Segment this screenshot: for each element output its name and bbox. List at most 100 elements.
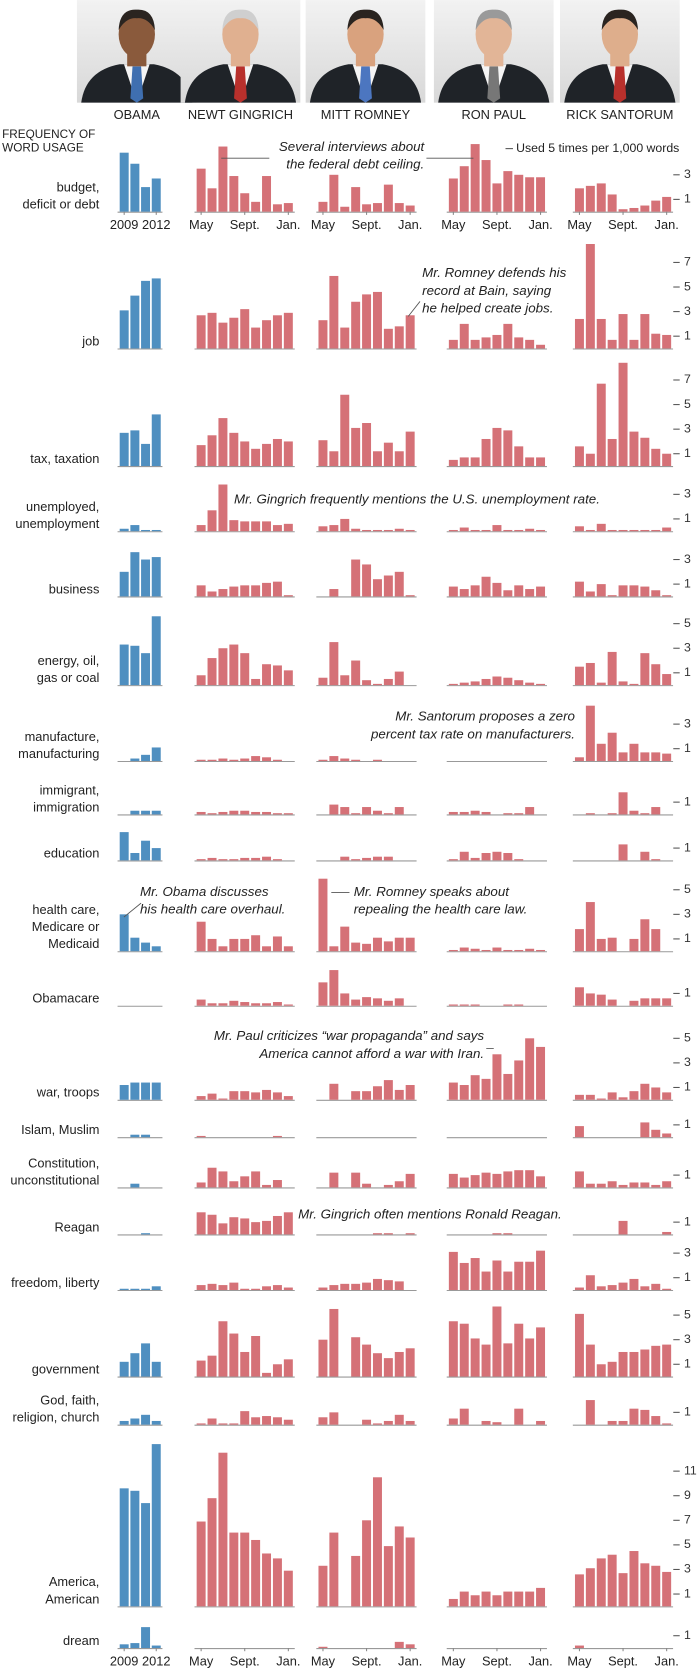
bar — [340, 758, 350, 761]
bar — [207, 813, 217, 815]
row-label: government — [32, 1362, 100, 1377]
bar — [251, 1171, 261, 1188]
bar — [151, 747, 161, 761]
bar — [151, 1645, 161, 1649]
bar — [119, 432, 129, 467]
bar — [394, 571, 404, 597]
bar — [141, 653, 151, 686]
bar — [251, 935, 261, 952]
bar — [251, 327, 261, 349]
bar — [272, 525, 282, 532]
y-tick-label: 5 — [684, 397, 691, 411]
annotation-pointer — [407, 301, 421, 317]
bar — [272, 1364, 282, 1377]
bar — [470, 681, 480, 686]
bar — [130, 645, 140, 686]
x-tick-label: Sept. — [482, 1653, 512, 1668]
bar — [607, 1181, 617, 1188]
bar — [596, 1286, 606, 1290]
bar — [459, 1323, 469, 1377]
bar — [640, 314, 650, 349]
x-tick-label: 2009 — [110, 1653, 139, 1668]
bar — [607, 1361, 617, 1377]
bar — [525, 339, 535, 349]
bar — [362, 1520, 372, 1607]
candidate-name: NEWT GINGRICH — [188, 107, 293, 122]
bar — [151, 1082, 161, 1100]
annotation: Mr. Gingrich often mentions Ronald Reaga… — [298, 1207, 562, 1222]
row-label: Obamacare — [32, 991, 99, 1006]
bar — [218, 589, 228, 597]
bar — [141, 559, 151, 597]
bar — [459, 851, 469, 861]
bar — [503, 949, 513, 952]
bar — [119, 571, 129, 597]
bar — [536, 344, 546, 349]
bar — [372, 1233, 382, 1235]
bar — [481, 160, 491, 212]
bar — [514, 949, 524, 952]
bar — [492, 676, 502, 686]
bar — [372, 759, 382, 761]
bar — [596, 994, 606, 1006]
y-tick-label: 5 — [684, 1031, 691, 1045]
bar — [351, 813, 361, 815]
bar — [492, 1233, 502, 1235]
bar — [283, 1212, 293, 1235]
bar — [283, 523, 293, 532]
bar — [240, 1288, 250, 1290]
bar — [459, 1591, 469, 1607]
bar — [362, 857, 372, 861]
bar — [503, 1271, 513, 1290]
bar — [262, 664, 272, 686]
bar — [585, 244, 595, 349]
bar — [651, 1283, 661, 1290]
bar — [218, 1098, 228, 1100]
x-tick-label: Jan. — [655, 217, 679, 232]
bar — [207, 312, 217, 349]
bar — [651, 333, 661, 349]
bar — [141, 942, 151, 952]
bar — [585, 705, 595, 761]
bar — [640, 1182, 650, 1188]
bar — [514, 1060, 524, 1100]
bar — [372, 1086, 382, 1100]
bar — [262, 856, 272, 861]
row-label: deficit or debt — [22, 197, 99, 212]
bar — [362, 564, 372, 597]
bar — [383, 813, 393, 815]
y-tick-label: 1 — [684, 1628, 691, 1642]
bar — [470, 810, 480, 815]
bar — [240, 193, 250, 212]
bar — [218, 322, 228, 349]
bar — [251, 811, 261, 815]
bar — [459, 1004, 469, 1006]
bar — [240, 1351, 250, 1377]
bar — [448, 859, 458, 861]
bar — [351, 660, 361, 686]
bar — [229, 810, 239, 815]
annotation: he helped create jobs. — [422, 300, 553, 315]
bar — [394, 671, 404, 686]
bar — [536, 1420, 546, 1425]
bar — [130, 525, 140, 532]
bar — [640, 653, 650, 686]
bar — [372, 1477, 382, 1607]
bar — [618, 792, 628, 815]
bar — [141, 529, 151, 532]
bar — [351, 1172, 361, 1188]
bar — [651, 1184, 661, 1188]
bar — [470, 1004, 480, 1006]
bar — [640, 586, 650, 597]
y-tick-label: 5 — [684, 1537, 691, 1551]
bar — [262, 946, 272, 952]
bar — [448, 1251, 458, 1290]
bar — [405, 1644, 415, 1649]
y-tick-label: 3 — [684, 907, 691, 921]
bar — [525, 1038, 535, 1100]
bar — [629, 585, 639, 597]
bar — [372, 1278, 382, 1290]
bar — [318, 1565, 328, 1607]
bar — [596, 1098, 606, 1100]
bar — [383, 1546, 393, 1607]
